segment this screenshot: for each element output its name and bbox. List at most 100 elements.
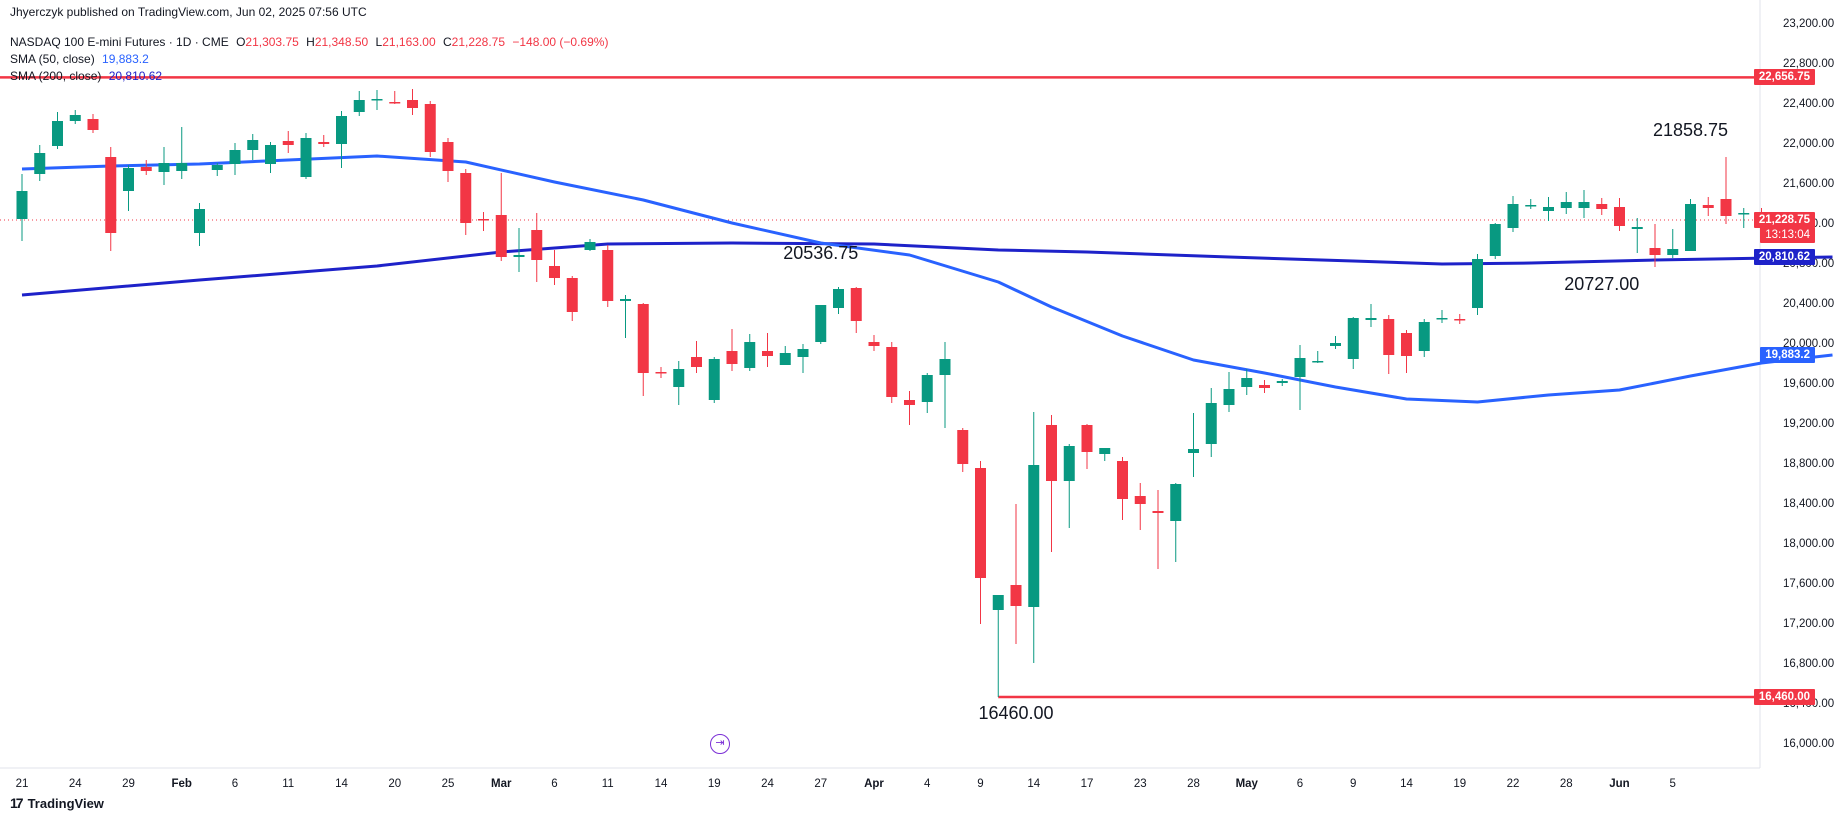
ohlc-high: H21,348.50 (306, 35, 369, 49)
candle-body (726, 351, 738, 364)
sma200-line (21, 241, 1833, 297)
sma50-legend[interactable]: SMA (50, close) 19,883.2 (10, 52, 153, 66)
y-tick-label: 22,400.00 (1783, 98, 1834, 110)
x-tick-label: 11 (282, 778, 294, 790)
candle-body (1649, 248, 1661, 255)
candle-body (1347, 318, 1359, 359)
candle-body (460, 173, 472, 223)
candle-body (1134, 496, 1146, 504)
candle-body (691, 357, 702, 367)
tradingview-mark-icon: 17 (10, 795, 24, 811)
candle-body (921, 375, 933, 402)
candle-body (797, 349, 809, 357)
last-price-tag: 21,228.75 (1753, 212, 1815, 228)
x-tick-label: 9 (977, 778, 983, 790)
x-tick-label: 6 (551, 778, 557, 790)
candle-body (708, 359, 720, 400)
candle-body (16, 191, 28, 219)
tradingview-logo[interactable]: 17 TradingView (10, 795, 104, 811)
x-tick-label: 24 (761, 778, 774, 790)
publisher-line: Jhyerczyk published on TradingView.com, … (10, 5, 371, 19)
x-tick-label: Apr (864, 778, 884, 790)
x-tick-label: 28 (1187, 778, 1200, 790)
price-annotation: 20536.75 (783, 243, 858, 263)
candle-body (371, 99, 383, 101)
candle-body (140, 167, 152, 171)
candle-body (1631, 227, 1643, 229)
candle-body (1294, 358, 1306, 377)
candle-body (1418, 322, 1430, 351)
candle-body (637, 304, 649, 373)
candle-body (1046, 425, 1057, 481)
candle-body (1312, 361, 1324, 363)
candle-body (513, 255, 525, 257)
candle-body (105, 157, 117, 233)
price-annotation: 21858.75 (1653, 120, 1728, 140)
publisher-text: Jhyerczyk published on TradingView.com, … (10, 5, 367, 19)
sma200-legend[interactable]: SMA (200, close) 20,810.62 (10, 69, 166, 83)
candle-body (549, 266, 560, 278)
candle-body (602, 250, 614, 301)
ohlc-open: O21,303.75 (236, 35, 299, 49)
x-tick-label: 14 (1027, 778, 1040, 790)
y-tick-label: 22,800.00 (1783, 58, 1834, 70)
bar-countdown-tag: 13:13:04 (1760, 227, 1815, 243)
change-value: −148.00 (−0.69%) (512, 35, 609, 49)
y-tick-label: 17,200.00 (1783, 618, 1834, 630)
x-tick-label: Feb (172, 778, 192, 790)
candle-body (939, 359, 951, 375)
candle-body (904, 400, 915, 405)
candle-body (673, 369, 685, 387)
candle-body (1241, 378, 1253, 387)
x-tick-label: 22 (1507, 778, 1520, 790)
candle-body (992, 595, 1004, 610)
candle-body (176, 163, 188, 171)
candle-body (1170, 484, 1182, 521)
candle-body (1401, 333, 1412, 356)
x-tick-label: Mar (491, 778, 512, 790)
y-tick-label: 17,600.00 (1783, 578, 1834, 590)
x-tick-label: 6 (232, 778, 238, 790)
candle-body (1472, 259, 1483, 308)
y-tick-label: 18,400.00 (1783, 498, 1834, 510)
candle-body (52, 121, 63, 146)
candle-body (69, 115, 81, 121)
candle-body (1738, 213, 1750, 215)
replay-icon[interactable]: ⇥ (710, 734, 730, 754)
candle-body (1489, 224, 1501, 256)
candle-body (1596, 204, 1608, 209)
candle-body (194, 209, 205, 233)
candle-body (123, 168, 134, 191)
symbol-name: NASDAQ 100 E-mini Futures · 1D · CME (10, 35, 229, 49)
x-tick-label: 11 (602, 778, 614, 790)
candle-body (1720, 199, 1732, 216)
candle-body (531, 230, 543, 260)
symbol-legend[interactable]: NASDAQ 100 E-mini Futures · 1D · CME O21… (10, 35, 612, 49)
candle-body (957, 430, 969, 464)
x-tick-label: 9 (1350, 778, 1356, 790)
x-tick-label: 17 (1081, 778, 1094, 790)
x-tick-label: Jun (1609, 778, 1629, 790)
candle-body (1365, 318, 1377, 320)
x-tick-label: 27 (814, 778, 827, 790)
sma200-value: 20,810.62 (108, 69, 163, 83)
y-tick-label: 23,200.00 (1783, 18, 1834, 30)
candle-body (1152, 511, 1164, 513)
candle-body (478, 219, 489, 221)
x-tick-label: 4 (924, 778, 931, 790)
sma200-label: SMA (200, close) (10, 69, 102, 83)
candle-body (975, 468, 986, 578)
candle-body (1099, 448, 1111, 454)
y-tick-label: 16,000.00 (1783, 738, 1834, 750)
y-tick-label: 21,600.00 (1783, 178, 1834, 190)
sma50-line (21, 154, 1833, 404)
x-tick-label: 19 (1453, 778, 1466, 790)
sma50-price-tag: 19,883.2 (1760, 347, 1815, 363)
candle-body (158, 163, 170, 172)
candle-body (1436, 318, 1448, 320)
y-tick-label: 19,600.00 (1783, 378, 1834, 390)
x-tick-label: 24 (69, 778, 82, 790)
candle-body (1223, 389, 1235, 405)
x-tick-label: 14 (1400, 778, 1413, 790)
